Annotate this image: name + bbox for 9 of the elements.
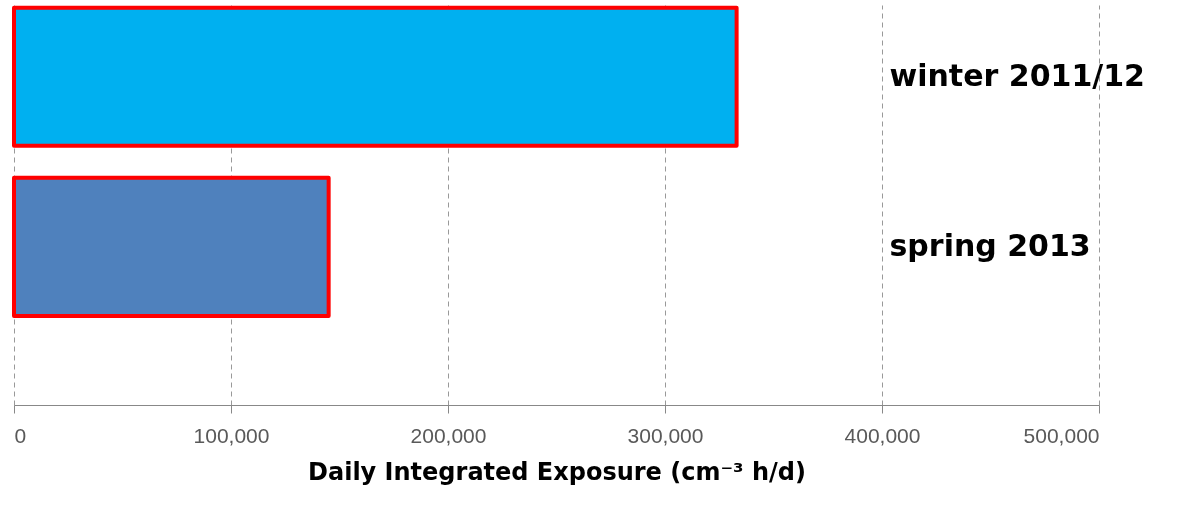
y-tick-label: winter 2011/12: [889, 57, 1145, 93]
y-tick-label: spring 2013: [889, 227, 1091, 263]
x-tick-label: 0: [14, 423, 27, 447]
x-tick-label: 400,000: [844, 423, 921, 447]
x-tick-label: 200,000: [410, 423, 487, 447]
x-tick-label: 300,000: [627, 423, 704, 447]
x-axis-title: Daily Integrated Exposure (cm⁻³ h/d): [308, 457, 806, 486]
x-tick-label: 500,000: [1023, 423, 1100, 447]
x-tick-label: 100,000: [193, 423, 270, 447]
